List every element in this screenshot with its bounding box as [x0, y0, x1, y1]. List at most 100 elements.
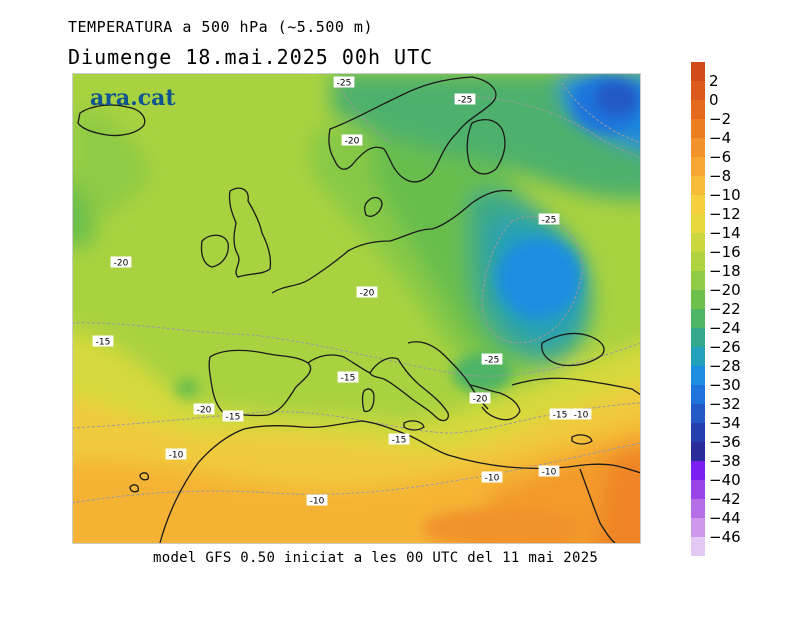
legend-label: −4 — [709, 129, 731, 147]
contour-label: -10 — [310, 497, 325, 507]
model-info-footer: model GFS 0.50 iniciat a les 00 UTC del … — [153, 550, 599, 566]
legend-label: −6 — [709, 148, 731, 166]
contour-label: -25 — [542, 216, 557, 226]
legend-swatches — [691, 62, 705, 556]
contour-label: -20 — [345, 137, 360, 147]
temperature-field — [72, 73, 641, 544]
legend-swatch — [691, 195, 705, 214]
legend-swatch — [691, 385, 705, 404]
turkey-coast — [511, 377, 641, 396]
legend-label: 0 — [709, 91, 719, 109]
legend-swatch — [691, 518, 705, 537]
legend-swatch — [691, 233, 705, 252]
contour-label-bg — [538, 465, 560, 477]
contour-label: -15 — [392, 436, 407, 446]
legend-label: −44 — [709, 509, 741, 527]
legend-swatch — [691, 347, 705, 366]
chart-title-line2: Diumenge 18.mai.2025 00h UTC — [68, 45, 434, 69]
finland-coast — [466, 118, 506, 175]
contour-label-bg — [165, 448, 187, 460]
contour-label-bg — [337, 371, 359, 383]
legend-label: −18 — [709, 262, 741, 280]
temperature-map: ara.cat -25 -25 -20 -25 -20 -20 -15 -15 -25 -20 -1… — [72, 73, 641, 544]
legend-label: −28 — [709, 357, 741, 375]
contour-label: -15 — [96, 338, 111, 348]
legend-label: −46 — [709, 528, 741, 546]
france-med-coast — [307, 354, 371, 374]
contour-label-bg — [538, 213, 560, 225]
contour-label-bg — [570, 408, 592, 420]
contour-label: -10 — [169, 451, 184, 461]
legend-swatch — [691, 442, 705, 461]
legend-label: −26 — [709, 338, 741, 356]
contour-label: -20 — [360, 289, 375, 299]
black-sea-coast — [541, 332, 605, 367]
iberia-coast — [208, 349, 312, 417]
contour-label-bg — [110, 256, 132, 268]
contour-label-bg — [356, 286, 378, 298]
legend-swatch — [691, 404, 705, 423]
legend-label: −38 — [709, 452, 741, 470]
legend-label: −10 — [709, 186, 741, 204]
contour-label-bg — [388, 433, 410, 445]
contour-label-bg — [481, 471, 503, 483]
contour-label: -15 — [341, 374, 356, 384]
legend-swatch — [691, 252, 705, 271]
contour-label: -10 — [485, 474, 500, 484]
contour-label-bg — [193, 403, 215, 415]
legend-swatch — [691, 537, 705, 556]
contour-label-bg — [92, 335, 114, 347]
scandinavia-coast — [328, 76, 497, 183]
legend-swatch — [691, 499, 705, 518]
italy-coast — [369, 357, 449, 422]
legend-label: −22 — [709, 300, 741, 318]
legend-swatch — [691, 423, 705, 442]
chart-title-line1: TEMPERATURA a 500 hPa (~5.500 m) — [68, 18, 373, 36]
contour-label-bg — [341, 134, 363, 146]
legend-label: −16 — [709, 243, 741, 261]
contour-label: -15 — [553, 411, 568, 421]
legend-label: −20 — [709, 281, 741, 299]
contour-label: -10 — [542, 468, 557, 478]
legend-label: −30 — [709, 376, 741, 394]
ireland-coast — [200, 234, 229, 268]
legend-labels: 20−2−4−6−8−10−12−14−16−18−20−22−24−26−28… — [709, 72, 741, 546]
ara-cat-logo: ara.cat — [90, 85, 176, 111]
iceland-coast — [77, 104, 146, 137]
legend-swatch — [691, 214, 705, 233]
contour-label: -25 — [458, 96, 473, 106]
red-sea-coast — [579, 468, 617, 544]
contour-label: -15 — [226, 413, 241, 423]
contour-label: -10 — [574, 411, 589, 421]
sardinia-coast — [361, 388, 375, 413]
coastlines — [77, 76, 641, 544]
legend-swatch — [691, 366, 705, 385]
contour-label: -20 — [114, 259, 129, 269]
legend-swatch — [691, 309, 705, 328]
legend-label: −32 — [709, 395, 741, 413]
legend-label: −14 — [709, 224, 741, 242]
greece-coast — [469, 384, 521, 421]
contour-label-bg — [222, 410, 244, 422]
legend-label: −8 — [709, 167, 731, 185]
legend-swatch — [691, 480, 705, 499]
contour-labels: -25-25-20-25-20-20-15-15-25-20-15-20 -15-… — [92, 76, 592, 507]
legend-swatch — [691, 157, 705, 176]
legend-label: 2 — [709, 72, 719, 90]
britain-coast — [228, 187, 272, 278]
legend-label: −12 — [709, 205, 741, 223]
legend-swatch — [691, 461, 705, 480]
legend-swatch — [691, 176, 705, 195]
contour-label: -20 — [197, 406, 212, 416]
legend-swatch — [691, 271, 705, 290]
legend-label: −2 — [709, 110, 731, 128]
legend-label: −24 — [709, 319, 741, 337]
legend-label: −36 — [709, 433, 741, 451]
contour-label-bg — [469, 392, 491, 404]
contour-label: -25 — [337, 79, 352, 89]
contour-label: -25 — [485, 356, 500, 366]
contour-label-bg — [549, 408, 571, 420]
cyprus-coast — [571, 434, 593, 445]
legend-label: −42 — [709, 490, 741, 508]
contour-label-bg — [454, 93, 476, 105]
